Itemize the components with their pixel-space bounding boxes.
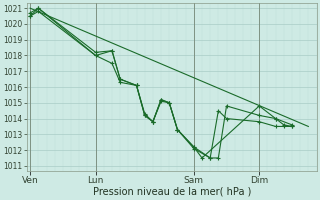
X-axis label: Pression niveau de la mer( hPa ): Pression niveau de la mer( hPa ): [92, 187, 251, 197]
